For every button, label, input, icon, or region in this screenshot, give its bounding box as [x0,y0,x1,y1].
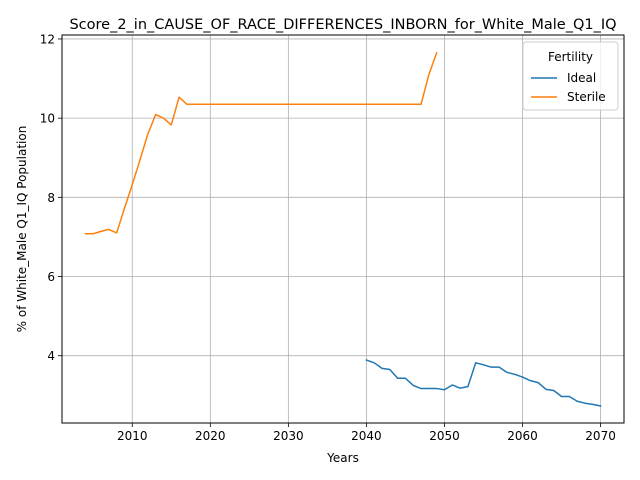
grid [62,35,624,423]
chart-title: Score_2_in_CAUSE_OF_RACE_DIFFERENCES_INB… [69,17,616,33]
series-line-ideal [365,359,602,407]
y-tick-label: 4 [47,349,55,363]
y-tick-label: 6 [47,270,55,284]
legend-title: Fertility [548,50,593,64]
legend-label-sterile: Sterile [567,90,606,104]
series-layer [84,51,602,407]
y-tick-label: 12 [40,32,55,46]
series-line-sterile [84,51,438,235]
x-tick-label: 2030 [273,429,304,443]
y-tick-label: 10 [40,112,55,126]
x-tick-label: 2010 [117,429,148,443]
y-axis: 4 6 8 10 12 [40,32,62,363]
x-tick-label: 2020 [195,429,226,443]
y-tick-label: 8 [47,191,55,205]
x-tick-label: 2040 [351,429,382,443]
x-axis: 2010 2020 2030 2040 2050 2060 2070 [117,423,616,443]
plot-frame [61,34,625,424]
legend-label-ideal: Ideal [567,71,596,85]
legend-box [522,41,619,111]
x-tick-label: 2070 [585,429,616,443]
x-tick-label: 2060 [507,429,538,443]
x-axis-label: Years [326,451,359,465]
legend: Fertility Ideal Sterile [522,41,619,111]
x-tick-label: 2050 [429,429,460,443]
y-axis-label: % of White_Male Q1_IQ Population [15,126,29,333]
